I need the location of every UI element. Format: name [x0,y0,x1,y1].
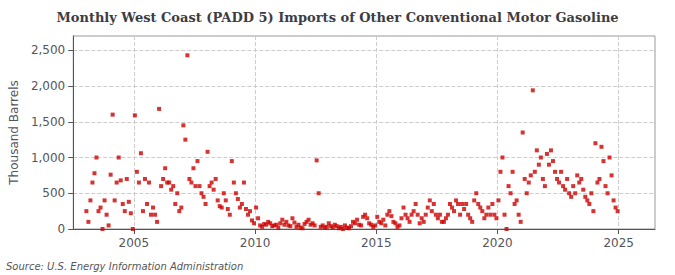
svg-text:Thousand Barrels: Thousand Barrels [7,80,21,185]
svg-text:2010: 2010 [240,236,271,250]
svg-text:2020: 2020 [482,236,513,250]
svg-text:0: 0 [58,222,66,236]
svg-text:2,500: 2,500 [31,43,65,57]
svg-text:500: 500 [42,186,65,200]
svg-text:1,500: 1,500 [31,115,65,129]
svg-text:2025: 2025 [603,236,634,250]
svg-text:2005: 2005 [119,236,150,250]
svg-text:Monthly West Coast (PADD 5) Im: Monthly West Coast (PADD 5) Imports of O… [56,10,618,25]
svg-text:2015: 2015 [361,236,392,250]
svg-text:Source: U.S. Energy Informatio: Source: U.S. Energy Information Administ… [6,261,243,272]
svg-text:1,000: 1,000 [31,151,65,165]
svg-text:2,000: 2,000 [31,79,65,93]
